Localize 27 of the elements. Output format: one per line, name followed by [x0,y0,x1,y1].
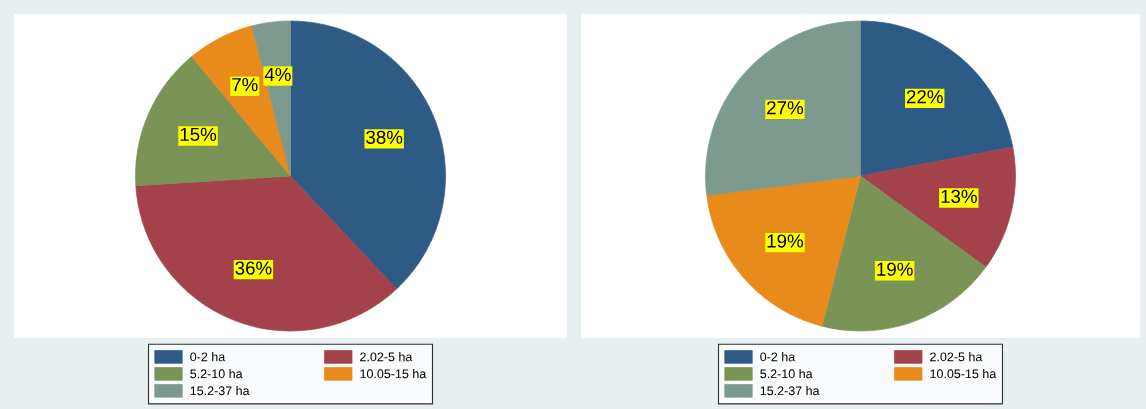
legend-label: 5.2-10 ha [760,369,813,379]
legend-label: 0-2 ha [760,352,796,362]
legend-label: 10.05-15 ha [360,369,427,379]
data-label: 22% [906,90,943,104]
legend-label: 15.2-37 ha [190,386,250,396]
legend-label: 0-2 ha [190,352,226,362]
pie-slice [135,175,397,332]
pie-slice [706,175,861,327]
data-label: 36% [235,261,272,275]
data-label: 7% [232,78,258,92]
data-label: 13% [941,189,977,204]
data-label: 19% [877,262,913,276]
legend-label: 15.2-37 ha [760,386,820,396]
data-label: 4% [264,67,291,81]
pie-slice [860,20,1014,177]
pie-slice [135,56,291,187]
data-label: 38% [366,130,403,144]
legend-label: 2.02-5 ha [360,352,413,362]
legend-label: 5.2-10 ha [190,369,243,379]
pie-slice [290,20,446,290]
legend-label: 10.05-15 ha [930,369,997,379]
data-label: 27% [767,101,804,115]
data-label: 15% [180,127,217,142]
pie-slice [705,20,861,196]
data-label: 19% [767,234,804,248]
pie-slice [821,175,987,332]
legend-label: 2.02-5 ha [930,352,983,362]
